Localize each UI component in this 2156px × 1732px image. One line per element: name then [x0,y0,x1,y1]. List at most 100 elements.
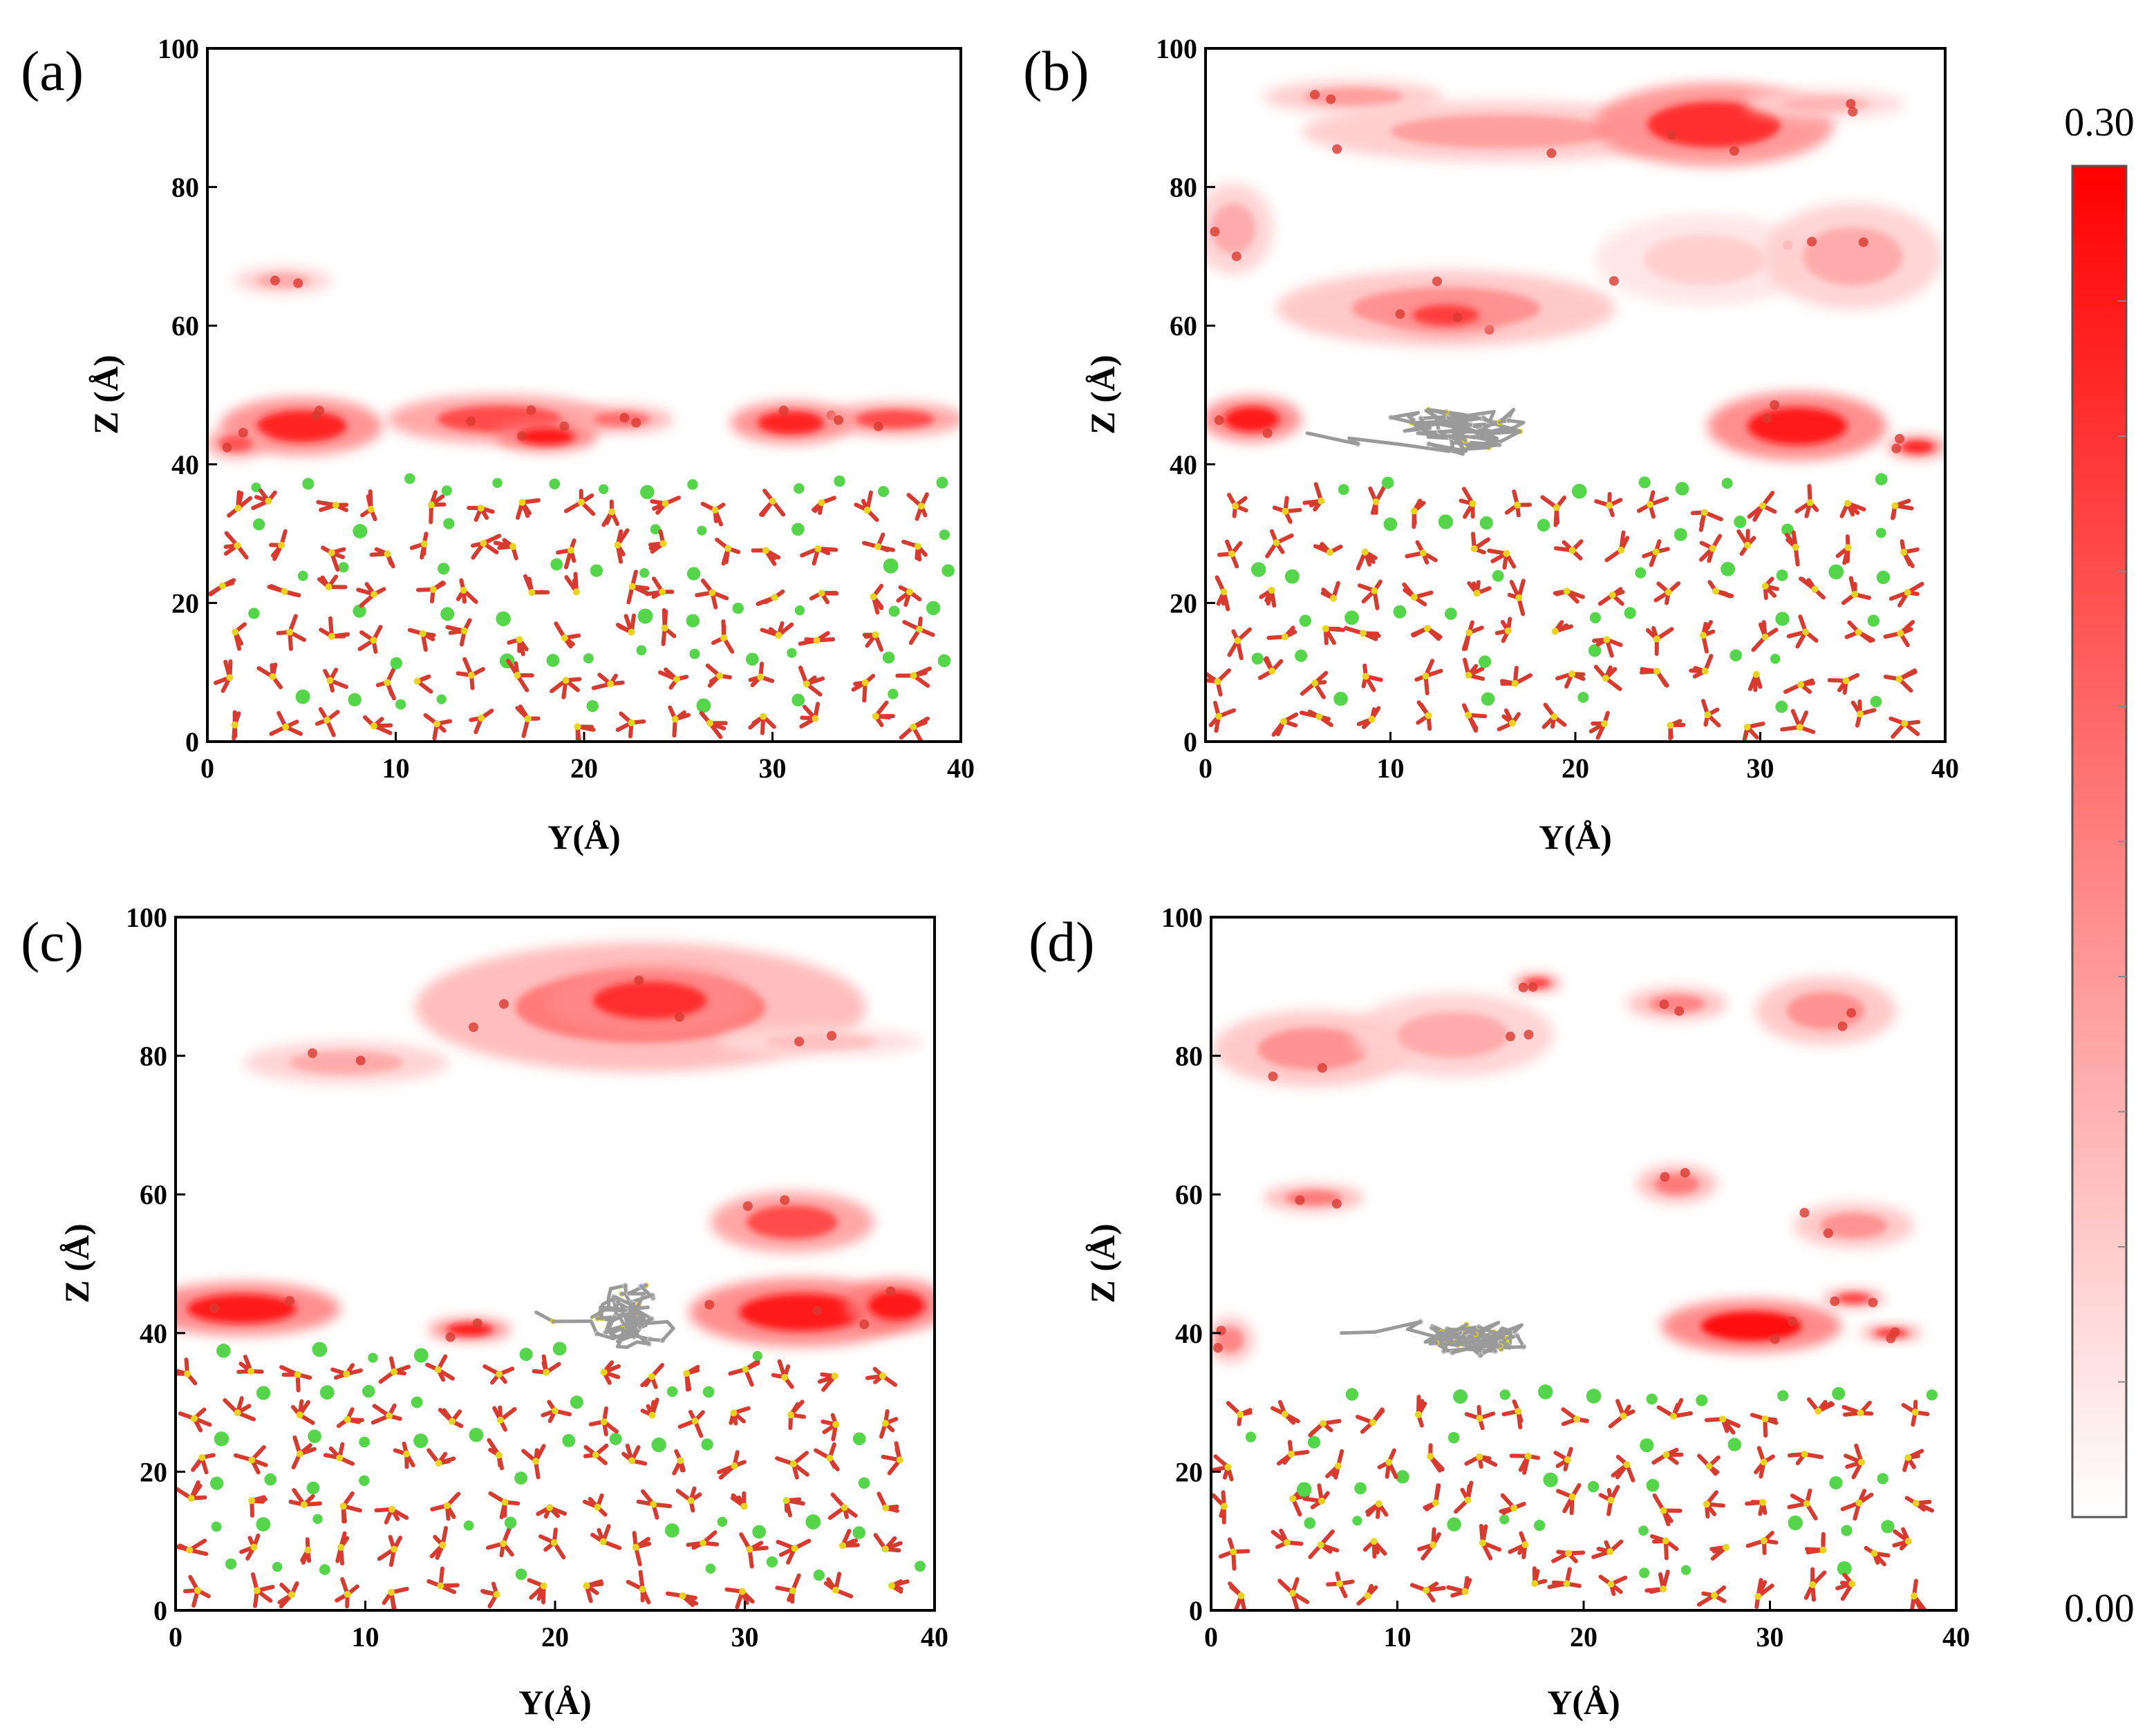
sulfur-atom [771,594,778,601]
y-tick-label: 80 [171,172,199,203]
density-core [518,428,575,445]
oxygen-atom [780,1195,790,1205]
chloride-ion [1396,1470,1409,1484]
y-tick-label: 80 [1175,1041,1203,1072]
sulfur-atom [1361,548,1369,556]
sulfur-atom [1432,1499,1439,1507]
oxygen-atom [1770,1334,1780,1344]
oxygen-atom [1807,236,1817,247]
chloride-ion [1479,655,1492,668]
sulfur-atom [872,631,879,639]
sulfur-atom [659,540,667,547]
carbon-bond [595,1315,617,1321]
chloride-ion [794,605,805,616]
carbon-bond [1347,436,1403,446]
sulfur-atom [1504,627,1512,634]
sulfur-atom [572,588,580,596]
sulfur-atom [1871,1550,1878,1557]
sulfur-atom [760,713,767,720]
oxygen-atom [1212,1343,1223,1353]
sulfur-atom [1371,587,1378,594]
sulfur-atom [371,590,378,598]
oxygen-atom [526,405,536,415]
sulfur-atom [917,502,925,510]
oxygen-atom [1609,276,1619,286]
chloride-ion [1589,612,1602,623]
sulfur-atom [328,549,335,556]
chloride-ion [319,1564,330,1575]
sulfur-atom [906,588,913,596]
sulfur-atom [281,587,288,595]
sulfur-atom [234,542,241,549]
chloride-ion [1730,649,1742,662]
oxygen-atom [704,1299,715,1310]
y-axis-label: Z (Å) [86,355,125,434]
sulfur-atom [562,677,570,684]
sulfur-atom [1761,1415,1769,1422]
oxygen-atom [631,417,641,428]
sulfur-atom [328,632,335,640]
density-core [1700,1311,1802,1341]
oxygen-atom [1432,276,1442,287]
sulfur-atom [607,680,615,688]
plot-area-d [1211,974,1938,1610]
chloride-ion [1438,514,1454,529]
sulfur-atom [1647,500,1654,508]
sulfur-atom [1623,1461,1631,1469]
chloride-ion [504,1516,517,1529]
chloride-ion [1875,473,1888,486]
sulfur-atom [600,1418,608,1426]
sulfur-atom [1336,1580,1344,1588]
chloride-ion [348,693,362,707]
x-tick-label: 30 [731,1621,759,1653]
oxygen-atom [1837,1021,1848,1031]
sulfur-atom [1461,1588,1469,1595]
sulfur-atom [1411,594,1418,601]
density-core [1211,203,1256,254]
sulfur-atom [583,1582,590,1590]
sulfur-atom [677,1457,684,1465]
chloride-ion [438,563,450,575]
sulfur-atom [518,498,526,506]
sulfur-atom [648,1411,656,1419]
y-tick-label: 40 [1175,1318,1203,1349]
sulfur-atom [231,721,238,728]
sulfur-atom [367,505,375,513]
sulfur-atom [1653,635,1660,643]
sulfur-atom [194,1587,202,1594]
sulfur-atom [1470,545,1478,553]
sulfur-atom [326,677,334,684]
chloride-ion [1837,1561,1852,1576]
sulfur-atom [1510,1504,1518,1512]
sulfur-atom [1911,1409,1919,1416]
sulfur-atom [1280,717,1288,725]
density-core [256,410,347,442]
sulfur-atom [782,1496,790,1504]
sulfur-atom [496,1371,503,1378]
chloride-ion [686,567,701,581]
sulfur-atom [500,1540,507,1547]
carbon-bond [614,1295,640,1310]
density-core [1747,407,1848,445]
chloride-ion [1635,567,1647,578]
sulfur-atom [600,1368,608,1376]
sulfur-atom [594,1503,601,1511]
sulfur-atom [1856,710,1864,717]
x-tick-label: 40 [921,1621,948,1653]
chloride-ion [1572,484,1587,499]
chloride-ion [441,485,452,496]
sulfur-atom [247,1368,255,1375]
sulfur-atom [791,1545,798,1552]
sulfur-atom [659,588,666,596]
sulfur-atom [403,1450,411,1458]
sulfur-atom [832,1421,840,1429]
oxygen-atom [1823,1228,1833,1239]
density-core [1786,992,1865,1030]
sulfur-atom [1803,1500,1810,1507]
sulfur-atom [720,634,728,641]
sulfur-atom [709,589,716,596]
oxygen-atom [1787,1316,1797,1326]
chloride-ion [413,1348,429,1363]
sulfur-atom [1288,1590,1296,1597]
chloride-ion [211,1521,222,1532]
